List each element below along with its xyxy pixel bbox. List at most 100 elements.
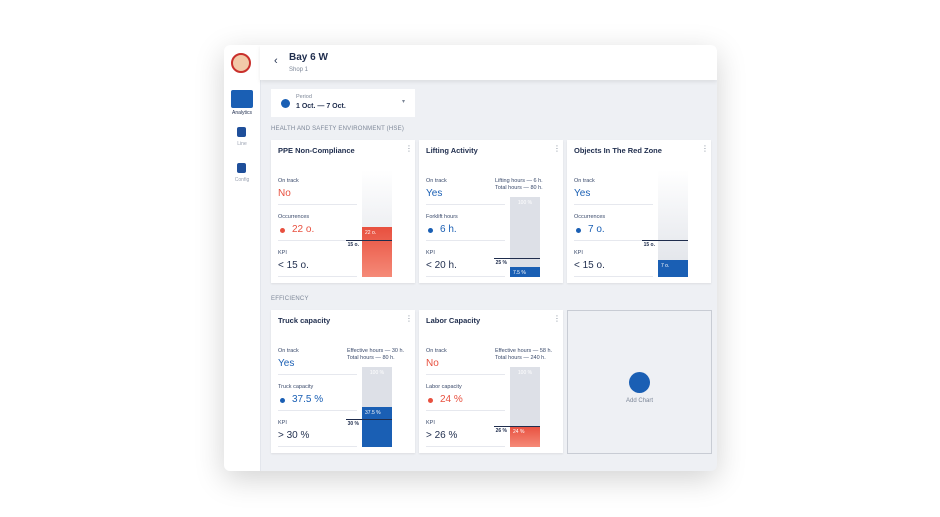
period-label: Period bbox=[296, 94, 312, 100]
field-value: 22 o. bbox=[292, 224, 315, 235]
dropdown-chevron: ▾ bbox=[402, 99, 406, 105]
field-label: On track bbox=[574, 178, 595, 184]
period-selector[interactable]: Period 1 Oct. — 7 Oct. ▾ bbox=[271, 89, 415, 117]
bar-fill bbox=[510, 267, 540, 277]
card-menu[interactable]: ⋮ bbox=[405, 144, 413, 153]
note: Total hours — 80 h. bbox=[347, 355, 395, 361]
field-label: On track bbox=[426, 178, 447, 184]
clock-icon bbox=[281, 99, 290, 108]
divider bbox=[278, 446, 357, 447]
card-title: PPE Non-Compliance bbox=[278, 146, 355, 155]
kpi-card: Labor Capacity ⋮ On track No Labor capacity 2… bbox=[419, 310, 563, 453]
field-value: Yes bbox=[574, 188, 591, 199]
field-label: KPI bbox=[278, 420, 287, 426]
bar-fill bbox=[362, 407, 392, 447]
field-label: KPI bbox=[278, 250, 287, 256]
avatar[interactable] bbox=[231, 53, 251, 73]
add-chart-label: Add Chart bbox=[625, 398, 653, 404]
scale-label: 100 % bbox=[517, 200, 533, 206]
card-title: Truck capacity bbox=[278, 316, 331, 325]
bar-label: 37.5 % bbox=[365, 410, 381, 416]
add-chart-icon bbox=[629, 372, 650, 393]
bar-label: 7.5 % bbox=[513, 270, 526, 276]
note: Total hours — 80 h. bbox=[495, 185, 543, 191]
nav-label[interactable]: Line bbox=[237, 141, 247, 147]
app-window: Analytics Line Config ‹ Bay 6 W Shop 1 Per… bbox=[224, 45, 717, 471]
threshold-label: 15 o. bbox=[347, 242, 359, 248]
bar-fill bbox=[510, 426, 540, 447]
note: Total hours — 240 h. bbox=[495, 355, 546, 361]
threshold-line bbox=[346, 419, 392, 420]
field-label: On track bbox=[426, 348, 447, 354]
status-dot bbox=[428, 228, 433, 233]
divider bbox=[278, 410, 357, 411]
threshold-label: 15 o. bbox=[643, 242, 655, 248]
divider bbox=[426, 276, 505, 277]
divider bbox=[574, 276, 653, 277]
add-chart-card[interactable]: Add Chart bbox=[567, 310, 712, 454]
field-value: Yes bbox=[278, 358, 295, 369]
divider bbox=[574, 240, 653, 241]
field-value: Yes bbox=[426, 188, 443, 199]
divider bbox=[426, 410, 505, 411]
bar-track bbox=[658, 170, 688, 277]
field-value: < 20 h. bbox=[426, 260, 457, 271]
threshold-label: 26 % bbox=[495, 428, 507, 434]
divider bbox=[426, 374, 505, 375]
card-menu[interactable]: ⋮ bbox=[553, 144, 561, 153]
divider bbox=[574, 204, 653, 205]
threshold-line bbox=[494, 426, 540, 427]
scale-label: 100 % bbox=[369, 370, 385, 376]
divider bbox=[426, 240, 505, 241]
card-title: Labor Capacity bbox=[426, 316, 481, 325]
note: Effective hours — 30 h. bbox=[347, 348, 405, 354]
sidebar: Analytics Line Config bbox=[224, 45, 261, 471]
status-dot bbox=[280, 398, 285, 403]
field-label: KPI bbox=[426, 420, 435, 426]
bar-fill bbox=[362, 227, 392, 277]
threshold-label: 30 % bbox=[347, 421, 359, 427]
field-label: On track bbox=[278, 348, 299, 354]
note: Lifting hours — 6 h. bbox=[495, 178, 543, 184]
field-value: < 15 o. bbox=[278, 260, 309, 271]
threshold-label: 25 % bbox=[495, 260, 507, 266]
header: ‹ Bay 6 W Shop 1 bbox=[260, 45, 717, 80]
divider bbox=[278, 240, 357, 241]
field-label: Truck capacity bbox=[278, 384, 314, 390]
bar-label: 24 % bbox=[513, 429, 525, 435]
field-label: Labor capacity bbox=[426, 384, 462, 390]
nav-icon[interactable] bbox=[237, 163, 246, 173]
bar-label: 7 o. bbox=[661, 263, 670, 269]
nav-icon[interactable] bbox=[231, 90, 253, 108]
bar-label: 22 o. bbox=[365, 230, 377, 236]
page-title: Bay 6 W bbox=[289, 52, 328, 63]
note: Effective hours — 58 h. bbox=[495, 348, 553, 354]
field-value: 37.5 % bbox=[292, 394, 324, 405]
nav-icon[interactable] bbox=[237, 127, 246, 137]
field-label: KPI bbox=[574, 250, 583, 256]
back-button[interactable]: ‹ bbox=[274, 55, 278, 67]
divider bbox=[426, 446, 505, 447]
bar-fill bbox=[658, 260, 688, 277]
field-value: > 26 % bbox=[426, 430, 458, 441]
threshold-line bbox=[346, 240, 392, 241]
divider bbox=[278, 276, 357, 277]
page-subtitle: Shop 1 bbox=[289, 67, 309, 73]
field-label: Occurrences bbox=[574, 214, 606, 220]
nav-label[interactable]: Analytics bbox=[231, 110, 252, 116]
card-menu[interactable]: ⋮ bbox=[553, 314, 561, 323]
kpi-card: Truck capacity ⋮ On track Yes Truck capacity… bbox=[271, 310, 415, 453]
kpi-card: Objects In The Red Zone ⋮ On track Yes Occur… bbox=[567, 140, 711, 283]
nav-label[interactable]: Config bbox=[234, 177, 250, 183]
card-menu[interactable]: ⋮ bbox=[405, 314, 413, 323]
section-title: HEALTH AND SAFETY ENVIRONMENT (HSE) bbox=[271, 126, 405, 132]
card-menu[interactable]: ⋮ bbox=[701, 144, 709, 153]
section-title: EFFICIENCY bbox=[271, 296, 309, 302]
scale-label: 100 % bbox=[517, 370, 533, 376]
field-value: 24 % bbox=[440, 394, 463, 405]
period-value: 1 Oct. — 7 Oct. bbox=[296, 103, 346, 110]
status-dot bbox=[576, 228, 581, 233]
field-value: > 30 % bbox=[278, 430, 310, 441]
status-dot bbox=[428, 398, 433, 403]
